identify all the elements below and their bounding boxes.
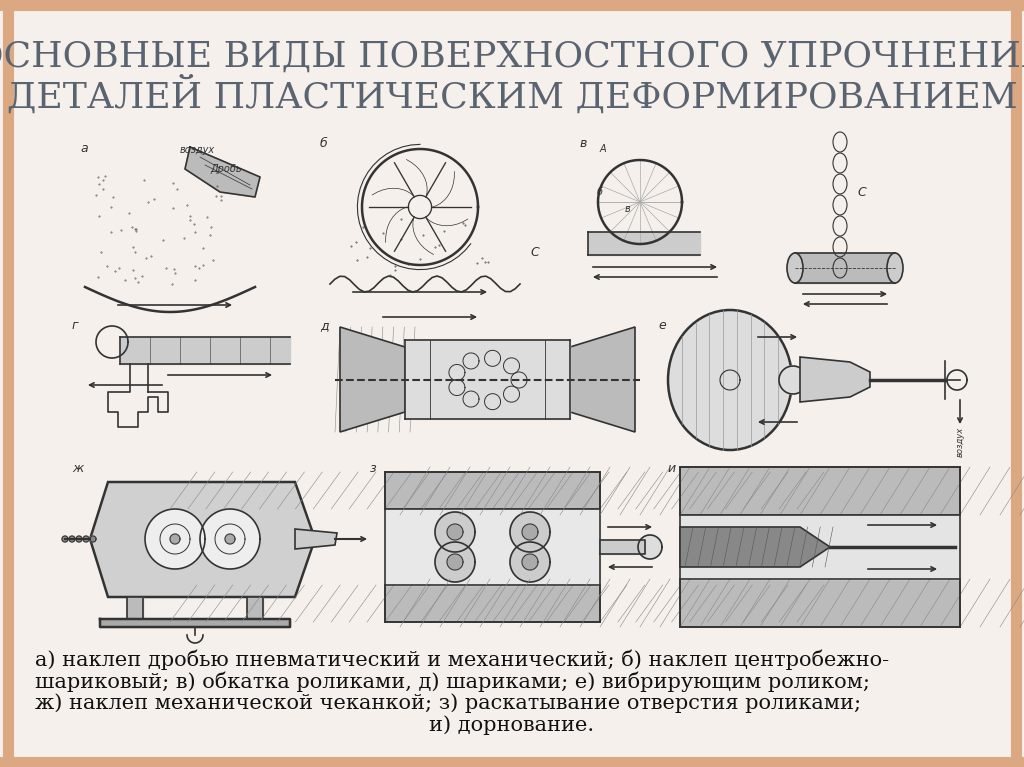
Polygon shape [385,509,600,585]
Text: ДЕТАЛЕЙ ПЛАСТИЧЕСКИМ ДЕФОРМИРОВАНИЕМ: ДЕТАЛЕЙ ПЛАСТИЧЕСКИМ ДЕФОРМИРОВАНИЕМ [6,75,1018,114]
Polygon shape [484,393,501,410]
Polygon shape [120,337,290,364]
Polygon shape [225,534,234,544]
Polygon shape [463,391,479,407]
Ellipse shape [668,310,792,450]
Text: е: е [658,319,666,332]
Polygon shape [69,536,75,542]
Polygon shape [680,467,961,515]
Polygon shape [680,579,961,627]
Polygon shape [145,509,205,569]
Text: б: б [597,187,603,197]
Text: С: С [857,186,865,199]
Polygon shape [588,232,700,255]
Polygon shape [406,340,570,419]
Text: шариковый; в) обкатка роликами, д) шариками; е) вибрирующим роликом;: шариковый; в) обкатка роликами, д) шарик… [35,671,870,692]
Polygon shape [800,357,870,402]
Polygon shape [200,509,260,569]
Text: а) наклеп дробью пневматический и механический; б) наклеп центробежно-: а) наклеп дробью пневматический и механи… [35,649,889,670]
Text: з: з [370,462,377,475]
Polygon shape [779,366,807,394]
Text: С: С [530,245,539,258]
Polygon shape [504,386,519,402]
Polygon shape [295,529,337,549]
Polygon shape [511,372,527,388]
Polygon shape [76,536,82,542]
Polygon shape [510,512,550,552]
Polygon shape [638,535,662,559]
Polygon shape [795,253,895,283]
Polygon shape [600,540,645,554]
Polygon shape [170,534,180,544]
Polygon shape [510,542,550,582]
Text: воздух: воздух [955,427,965,457]
Polygon shape [340,327,406,432]
Polygon shape [247,597,263,619]
Polygon shape [522,524,538,540]
Text: г: г [72,319,79,332]
Text: Дробь: Дробь [210,164,242,174]
Polygon shape [62,536,68,542]
Text: А: А [600,144,606,154]
Polygon shape [90,482,315,597]
Text: ж) наклеп механической чеканкой; з) раскатывание отверстия роликами;: ж) наклеп механической чеканкой; з) раск… [35,693,861,713]
Polygon shape [449,364,465,380]
Text: и: и [668,462,676,475]
Polygon shape [447,554,463,570]
Polygon shape [504,358,519,374]
Polygon shape [185,147,260,197]
Text: ОСНОВНЫЕ ВИДЫ ПОВЕРХНОСТНОГО УПРОЧНЕНИЯ: ОСНОВНЫЕ ВИДЫ ПОВЕРХНОСТНОГО УПРОЧНЕНИЯ [0,40,1024,74]
Text: в: в [580,137,588,150]
Text: а: а [80,142,88,155]
Polygon shape [83,536,89,542]
Polygon shape [680,527,830,567]
Text: и) дорнование.: и) дорнование. [429,715,595,735]
Text: ж: ж [72,462,83,475]
Polygon shape [447,524,463,540]
Text: в: в [625,204,631,214]
Polygon shape [522,554,538,570]
Polygon shape [484,351,501,367]
Polygon shape [100,619,290,627]
Text: воздух: воздух [180,145,215,155]
Polygon shape [435,542,475,582]
Polygon shape [127,597,143,619]
Polygon shape [449,380,465,396]
Polygon shape [90,536,96,542]
Ellipse shape [787,253,803,283]
Ellipse shape [887,253,903,283]
Polygon shape [680,515,961,579]
Polygon shape [570,327,635,432]
Polygon shape [385,585,600,622]
Polygon shape [435,512,475,552]
Text: д: д [319,319,329,332]
Polygon shape [463,353,479,369]
Polygon shape [385,472,600,509]
Text: б: б [319,137,328,150]
